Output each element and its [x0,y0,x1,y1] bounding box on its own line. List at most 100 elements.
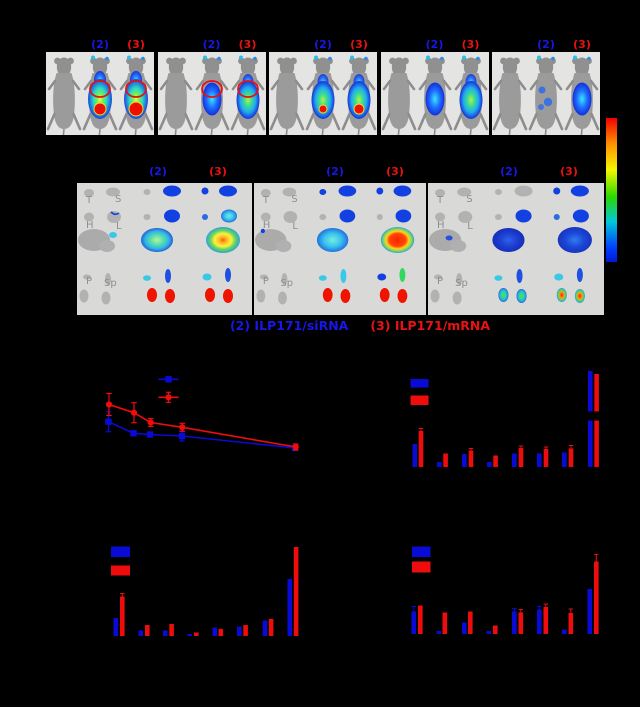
organ-letter: Sp [455,278,468,289]
bar [138,630,144,636]
bar [493,625,498,634]
mouse-group-5: (2) (3) [492,38,600,135]
bar [562,452,567,467]
group-label-2: (2) [537,38,555,51]
group-label-3: (3) [573,38,591,51]
mouse-silhouette [46,57,82,135]
mouse-image [157,52,194,135]
group-label-3: (3) [350,38,368,51]
legend-swatch [412,546,431,557]
mouse-group-3: (2) (3) [269,38,377,135]
mouse-image-strip [380,52,489,135]
group-label-2: (2) [202,38,221,51]
organ-letter: H [263,220,270,231]
bar [212,627,218,636]
organ-panel-label-3: (3) [560,165,578,178]
intensity-colorbar [606,118,617,262]
organ-letter: T [436,195,444,206]
tumor-annotation-ellipse [200,80,223,98]
bar [437,462,442,467]
bar [120,596,125,636]
bar-lower [594,420,599,467]
bar [518,612,524,634]
organ-letter: L [292,221,298,232]
mouse-image-strip [492,52,600,135]
organ-letter: H [86,220,94,231]
bar [486,631,492,634]
organ-panel-image: T S H L P Sp [428,183,604,315]
figure-canvas: (2) (3) (2) (3) (2) (3) (2) (3) (2) (3) (2) (3) T S H… [0,0,640,636]
caption-mrna: (3) ILP171/mRNA [370,318,491,333]
bar [512,611,517,634]
organ-letter: T [85,195,93,206]
treatment-caption: (2) ILP171/siRNA (3) ILP171/mRNA [180,318,540,333]
bar [187,634,193,636]
bar [268,619,274,636]
bar [243,625,248,636]
bar [418,431,424,467]
organ-panel-label-2: (2) [326,165,344,178]
mouse-group-4: (2) (3) [380,38,489,135]
bar [163,630,168,636]
organ-letter: S [466,194,472,205]
line-series [108,403,296,448]
mouse-image [82,52,118,135]
bar [113,618,119,636]
bar [287,579,293,636]
bar [568,448,574,467]
bar [468,611,473,634]
bar-upper [594,374,599,412]
bar [411,611,417,634]
bar [518,448,524,467]
group-label-2: (2) [314,38,332,51]
tumor-annotation-ellipse [89,80,111,98]
organ-panel-image: T S H L P Sp [254,183,426,315]
bar [194,632,199,636]
bar [487,462,492,467]
caption-sirna: (2) ILP171/siRNA [229,318,349,333]
tumor-annotation-ellipse [236,80,259,98]
bar [262,620,268,636]
bar [145,625,150,636]
mouse-image [564,52,600,135]
organ-panel-label-3: (3) [386,165,404,178]
bar [587,589,593,634]
organ-panel-label-2: (2) [149,165,167,178]
bar [293,547,299,636]
mouse-silhouette [381,57,416,135]
bar-chart-bottom-right [411,546,599,634]
organ-panel-image: T S H L P Sp [77,183,252,315]
bar [468,450,474,467]
organ-letter: L [467,221,473,232]
bar [462,454,467,467]
legend-marker [165,394,172,401]
bar [462,622,467,634]
mouse-silhouette [269,57,305,135]
line-chart-fluorescence-timecourse [105,376,299,452]
legend-swatch [111,565,130,576]
bar [512,453,517,467]
mouse-image [305,52,341,135]
line-series [108,420,296,449]
legend-marker [165,376,172,383]
mouse-image [229,52,266,135]
organ-letter: Sp [281,278,293,289]
organ-letter: Sp [104,278,117,289]
bar [568,613,574,634]
group-label-3: (3) [238,38,257,51]
data-point [291,444,299,452]
mouse-image [380,52,417,135]
organ-panel-label-2: (2) [500,165,518,178]
bar [169,624,174,636]
data-point [130,409,138,416]
organ-letter: P [263,276,269,287]
data-point [130,430,137,437]
mouse-image [269,52,305,135]
data-point [292,443,299,451]
mouse-image [492,52,528,135]
group-label-2: (2) [91,38,109,51]
bar [562,629,567,634]
bar [543,449,549,467]
mouse-image [452,52,489,135]
data-point [105,401,113,408]
